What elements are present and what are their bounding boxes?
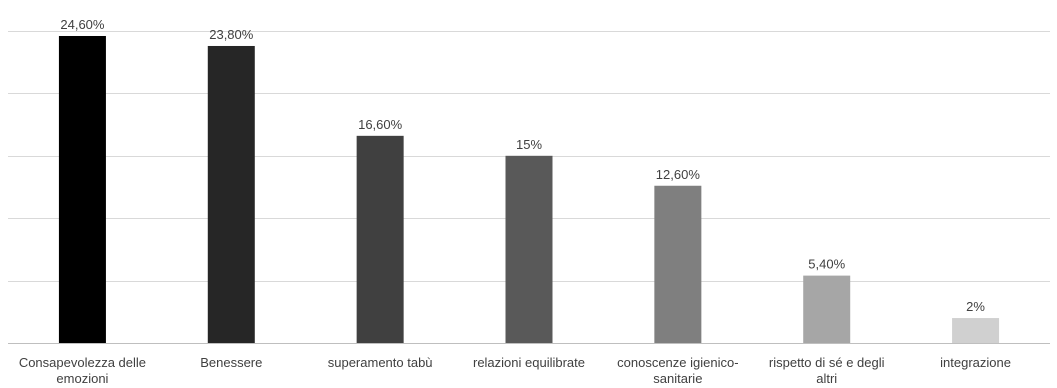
bar <box>356 135 404 343</box>
data-label: 16,60% <box>358 117 403 132</box>
category-label-line: Benessere <box>200 355 262 370</box>
data-label: 23,80% <box>209 27 254 42</box>
data-labels: 24,60% 23,80% 16,60% 15% 12,60% 5,40% 2% <box>60 17 985 314</box>
category-label-line: altri <box>816 371 837 386</box>
bars <box>58 35 1000 343</box>
bar <box>207 45 255 343</box>
category-labels: Consapevolezza delle emozioni Benessere sup… <box>19 355 1011 386</box>
bar <box>803 275 851 343</box>
bar <box>58 35 106 343</box>
data-label: 5,40% <box>808 257 845 272</box>
data-label: 2% <box>966 299 985 314</box>
bar <box>952 318 1000 343</box>
category-label: rispetto di sé e degli altri <box>769 355 885 386</box>
data-label: 24,60% <box>60 17 105 32</box>
category-label: integrazione <box>940 355 1011 370</box>
category-label: superamento tabù <box>328 355 433 370</box>
category-label-line: integrazione <box>940 355 1011 370</box>
category-label-line: sanitarie <box>653 371 702 386</box>
category-label: relazioni equilibrate <box>473 355 585 370</box>
bar <box>654 185 702 343</box>
category-label-line: rispetto di sé e degli <box>769 355 885 370</box>
category-label: Consapevolezza delle emozioni <box>19 355 146 386</box>
category-label: conoscenze igienico-sanitarie <box>617 355 738 386</box>
category-label-line: emozioni <box>56 371 108 386</box>
category-label: Benessere <box>200 355 262 370</box>
data-label: 12,60% <box>656 167 701 182</box>
category-label-line: Consapevolezza delle <box>19 355 146 370</box>
category-label-line: relazioni equilibrate <box>473 355 585 370</box>
data-label: 15% <box>516 137 542 152</box>
category-label-line: superamento tabù <box>328 355 433 370</box>
category-label-line: conoscenze igienico- <box>617 355 738 370</box>
bar <box>505 155 553 343</box>
